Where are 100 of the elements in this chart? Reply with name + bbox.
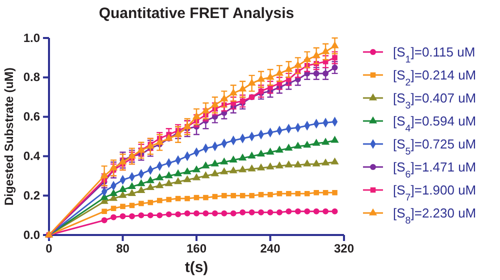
point [192, 112, 201, 120]
point [332, 55, 338, 60]
point [304, 190, 310, 196]
point [137, 186, 146, 193]
point [183, 175, 192, 182]
y-tick-label: 0.8 [23, 70, 40, 84]
point [312, 159, 320, 166]
point [258, 192, 264, 198]
point [156, 212, 163, 218]
point [322, 47, 330, 54]
point [202, 106, 210, 114]
point [276, 190, 282, 196]
point [275, 68, 284, 76]
point [138, 212, 144, 218]
y-tick-label: 1.0 [23, 30, 40, 45]
point [138, 200, 144, 206]
point [192, 173, 201, 180]
point [248, 152, 256, 159]
point [156, 138, 164, 145]
point [202, 210, 209, 216]
point [221, 210, 228, 216]
point [120, 213, 126, 220]
point [330, 41, 339, 48]
point [266, 72, 274, 80]
point [137, 179, 146, 186]
point [312, 51, 320, 58]
point [184, 196, 190, 202]
point [238, 154, 247, 160]
point [268, 192, 273, 198]
x-tick-label: 320 [334, 242, 354, 256]
point [303, 159, 312, 166]
point [303, 55, 312, 62]
point [248, 78, 256, 86]
point [174, 177, 182, 184]
point [220, 167, 228, 174]
point [210, 169, 219, 176]
point [322, 208, 329, 214]
point [222, 192, 227, 198]
point [101, 217, 108, 224]
point [275, 146, 284, 153]
point [332, 64, 338, 71]
point [192, 165, 201, 172]
y-tick-label: 0.0 [23, 228, 40, 242]
point [249, 192, 254, 198]
point [110, 214, 117, 220]
point [110, 163, 118, 170]
point [230, 192, 236, 198]
y-tick-label: 0.4 [23, 149, 40, 164]
x-tick-label: 80 [116, 242, 130, 256]
point [313, 70, 320, 76]
y-tick-label: 0.2 [23, 188, 40, 202]
point [295, 190, 301, 196]
point [238, 84, 247, 92]
point [275, 161, 284, 168]
point [330, 136, 339, 143]
point [128, 182, 136, 190]
point [286, 190, 292, 196]
point [102, 208, 107, 214]
point [120, 204, 126, 210]
point [166, 196, 172, 202]
point [164, 171, 173, 178]
point [202, 171, 210, 178]
point [128, 188, 136, 196]
point [294, 160, 302, 168]
point [266, 148, 274, 155]
point [230, 210, 236, 216]
chart-title: Quantitative FRET Analysis [98, 5, 294, 22]
point [203, 194, 208, 200]
legend-label: [S$_{6}$]=1.471 uM [393, 160, 476, 180]
point [146, 176, 154, 184]
point [267, 209, 274, 216]
point [248, 164, 256, 172]
point [128, 213, 135, 220]
point [220, 157, 228, 164]
point [238, 165, 247, 172]
legend-label: [S$_{8}$]=2.230 uM [393, 206, 476, 226]
point [210, 159, 219, 166]
point [229, 88, 238, 96]
point [118, 185, 127, 192]
point [248, 209, 255, 216]
point [257, 163, 266, 170]
point [240, 209, 246, 216]
point [229, 166, 238, 174]
point [322, 158, 330, 166]
point [332, 190, 338, 196]
x-tick-label: 0 [46, 242, 53, 256]
legend-label: [S$_{4}$]=0.594 uM [393, 114, 476, 134]
point [183, 167, 192, 174]
point [332, 208, 338, 214]
point [156, 198, 162, 204]
point [258, 88, 264, 94]
point [322, 190, 328, 196]
point [146, 183, 154, 190]
point [276, 209, 282, 216]
point [220, 94, 228, 102]
point [212, 210, 218, 216]
point [284, 144, 293, 151]
point [100, 171, 108, 178]
point [257, 150, 266, 157]
point [147, 212, 154, 218]
